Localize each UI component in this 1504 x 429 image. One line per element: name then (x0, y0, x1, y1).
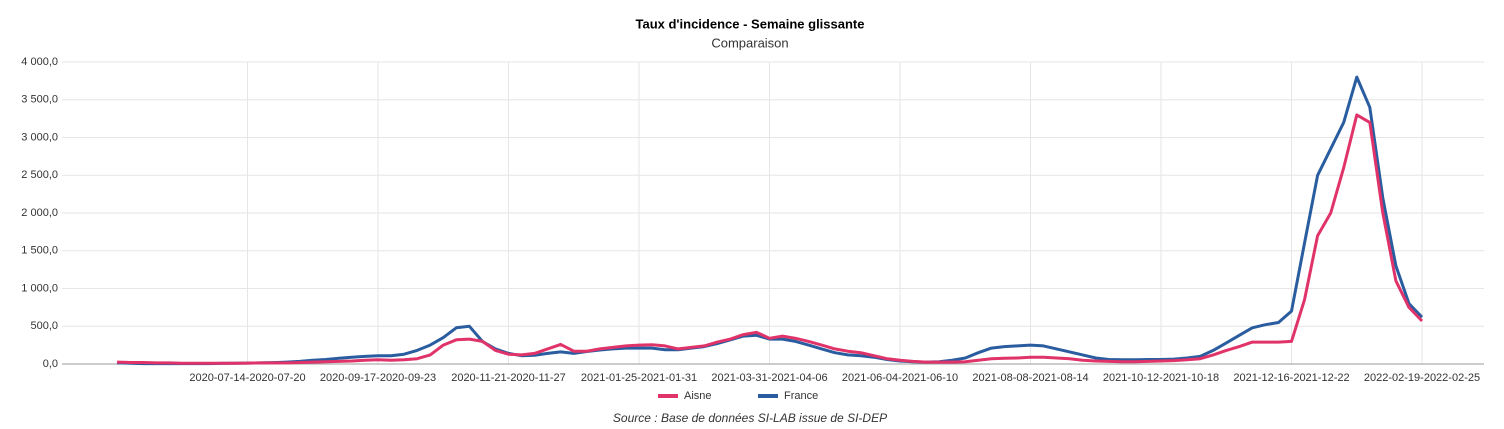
x-tick-label: 2021-12-16-2021-12-22 (1233, 372, 1349, 384)
legend-label: France (784, 390, 818, 402)
x-tick-label: 2020-09-17-2020-09-23 (320, 372, 436, 384)
y-tick-label: 0,0 (43, 358, 58, 370)
series-line (116, 113, 1424, 365)
legend-label: Aisne (684, 390, 712, 402)
x-tick-label: 2021-03-31-2021-04-06 (711, 372, 827, 384)
y-tick-label: 3 000,0 (21, 131, 58, 143)
y-tick-label: 500,0 (30, 320, 58, 332)
y-tick-label: 2 000,0 (21, 207, 58, 219)
x-tick-label: 2020-11-21-2020-11-27 (451, 372, 566, 384)
x-tick-label: 2021-08-08-2021-08-14 (972, 372, 1088, 384)
x-tick-label: 2021-10-12-2021-10-18 (1103, 372, 1219, 384)
y-tick-label: 2 500,0 (21, 169, 58, 181)
y-tick-label: 1 500,0 (21, 245, 58, 257)
x-tick-label: 2021-06-04-2021-06-10 (842, 372, 958, 384)
chart-subtitle: Comparaison (711, 35, 788, 50)
x-tick-label: 2022-02-19-2022-02-25 (1364, 372, 1480, 384)
x-tick-label: 2020-07-14-2020-07-20 (189, 372, 305, 384)
y-tick-label: 4 000,0 (21, 56, 58, 68)
y-tick-label: 1 000,0 (21, 282, 58, 294)
x-tick-label: 2021-01-25-2021-01-31 (581, 372, 697, 384)
chart-title: Taux d'incidence - Semaine glissante (636, 16, 865, 31)
source-note: Source : Base de données SI-LAB issue de… (613, 411, 887, 425)
y-tick-label: 3 500,0 (21, 94, 58, 106)
